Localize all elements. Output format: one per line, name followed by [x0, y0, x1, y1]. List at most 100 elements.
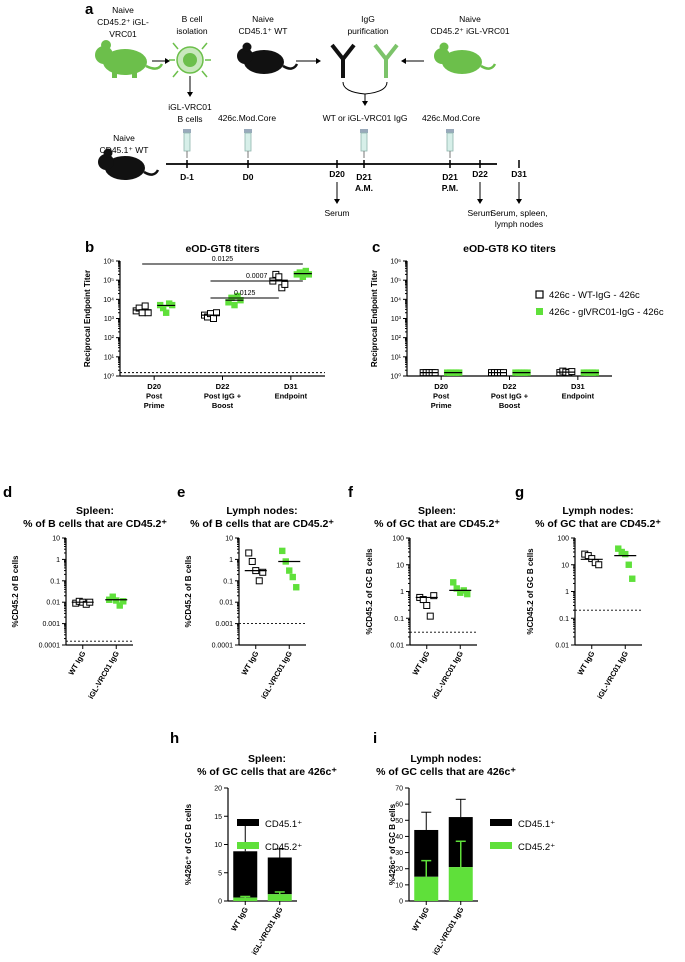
legend-swatch-wt	[535, 290, 544, 299]
chart-title: Lymph nodes:	[410, 753, 481, 765]
panel-f-label: f	[348, 484, 354, 501]
y-tick-label: 60	[395, 802, 403, 809]
data-point	[423, 601, 431, 609]
y-axis-label: %CD45.2 of GC B cells	[365, 548, 374, 635]
x-tick-label: Boost	[212, 401, 234, 410]
y-tick-label: 0.1	[559, 616, 569, 623]
data-point	[622, 550, 629, 558]
green-antibody-icon	[373, 43, 399, 78]
data-point	[275, 273, 283, 281]
chart-title: eOD-GT8 titers	[185, 243, 259, 255]
data-point	[234, 292, 241, 300]
legend-label: CD45.2⁺	[518, 842, 555, 853]
data-point	[120, 598, 127, 605]
naive-donor2-line2: CD45.2⁺ iGL-VRC01	[430, 26, 509, 36]
black-mouse-icon	[237, 42, 299, 74]
tp-d20: D20	[329, 169, 345, 179]
x-tick-label: WT IgG	[410, 905, 431, 932]
data-point	[138, 309, 146, 317]
arrowhead	[401, 58, 406, 64]
data-point	[248, 557, 256, 565]
chart-b: eOD-GT8 titers 10⁰ 10¹ 10² 10³ 10⁴ 10⁵ 10⁶ Recip…	[83, 243, 325, 410]
bar-cd45-2	[267, 894, 292, 901]
y-tick-label: 15	[214, 814, 222, 821]
tp-d0: D0	[243, 172, 254, 182]
y-tick-label: 10	[561, 562, 569, 569]
chart-h: Spleen:% of GC cells that are 426c⁺ 0 5 10 1…	[184, 753, 337, 957]
bar-cd45-1	[267, 857, 292, 895]
tp-d31: D31	[511, 169, 527, 179]
x-tick-label: Endpoint	[562, 392, 595, 401]
y-tick-label: 0.01	[219, 600, 233, 607]
x-tick-label: iGL-VRC01 IgG	[86, 649, 121, 700]
chart-title: Lymph nodes:	[562, 505, 633, 517]
y-tick-label: 10²	[104, 335, 115, 342]
chart-e: Lymph nodes:% of B cells that are CD45.2…	[184, 505, 334, 701]
syringe-d21pm-icon	[446, 129, 454, 158]
x-tick-label: D22	[216, 382, 230, 391]
legend-swatch	[237, 842, 259, 849]
green-mouse-icon	[95, 40, 164, 78]
x-tick-label: Post	[146, 392, 163, 401]
data-point	[426, 612, 434, 620]
x-tick-label: WT IgG	[67, 649, 88, 676]
data-point	[293, 584, 300, 591]
data-point	[296, 269, 304, 276]
igl-b-cells-line1: iGL-VRC01	[168, 102, 212, 112]
igg-purification-line1: IgG	[361, 14, 375, 24]
merge-arrow	[342, 81, 388, 95]
naive-donor2-line1: Naive	[459, 14, 481, 24]
data-point	[430, 592, 438, 600]
data-point	[159, 304, 167, 312]
chart-g: Lymph nodes:% of GC that are CD45.2⁺ 100 1…	[526, 505, 661, 701]
igg-purification-line2: purification	[347, 26, 388, 36]
data-point	[464, 590, 471, 598]
x-tick-label: iGL-VRC01 IgG	[259, 649, 294, 700]
x-tick-label: WT IgG	[240, 649, 261, 676]
igl-b-cells-line2: B cells	[177, 114, 202, 124]
chart-subtitle: % of GC that are CD45.2⁺	[535, 518, 661, 530]
chart-subtitle: % of B cells that are CD45.2⁺	[23, 518, 167, 530]
data-point	[629, 575, 636, 582]
data-point	[299, 273, 307, 280]
arrowhead	[362, 101, 368, 106]
data-point	[141, 302, 149, 310]
naive-donor-line3: VRC01	[109, 29, 137, 39]
panel-d-label: d	[3, 484, 12, 501]
x-tick-label: WT IgG	[229, 905, 250, 932]
charts-layer: eOD-GT8 titers 10⁰ 10¹ 10² 10³ 10⁴ 10⁵ 10⁶ Recip…	[11, 243, 664, 957]
x-tick-label: D20	[434, 382, 448, 391]
panel-e-label: e	[177, 484, 185, 501]
x-tick-label: Prime	[144, 401, 165, 410]
legend-label: 426c - glVRC01-IgG - 426c	[549, 307, 664, 318]
y-tick-label: 0.001	[42, 621, 60, 628]
y-axis-label: %CD45.2 of GC B cells	[526, 548, 535, 635]
x-tick-label: Boost	[499, 401, 521, 410]
y-tick-label: 1	[565, 589, 569, 596]
bar-cd45-1	[233, 851, 258, 898]
data-point	[255, 577, 263, 585]
data-point	[457, 589, 464, 596]
legend-swatch	[490, 819, 512, 826]
y-tick-label: 10⁰	[103, 373, 114, 381]
y-tick-label: 10	[225, 536, 233, 543]
recipient-line1: Naive	[113, 133, 135, 143]
tp-d21am: D21	[356, 172, 372, 182]
panel-a-label: a	[85, 1, 94, 18]
data-point	[450, 579, 457, 586]
y-tick-label: 10	[214, 842, 222, 849]
syringe-d0-icon	[244, 129, 252, 158]
chart-c: eOD-GT8 KO titers 10⁰ 10¹ 10² 10³ 10⁴ 10⁵ 10⁶ Re…	[370, 243, 664, 410]
x-tick-label: iGL-VRC01 IgG	[595, 649, 630, 700]
y-tick-label: 10⁵	[103, 278, 114, 285]
data-point	[302, 267, 310, 275]
p-value-label: 0.0125	[234, 290, 256, 297]
bar-cd45-2	[233, 897, 258, 901]
x-tick-label: Post	[433, 392, 450, 401]
arrowhead	[316, 58, 321, 64]
x-tick-label: Endpoint	[275, 392, 308, 401]
serum-d20: Serum	[324, 208, 349, 218]
y-tick-label: 0.01	[555, 643, 569, 650]
chart-d: Spleen:% of B cells that are CD45.2⁺ 10 1 0…	[11, 505, 167, 701]
y-tick-label: 0.001	[215, 621, 233, 628]
